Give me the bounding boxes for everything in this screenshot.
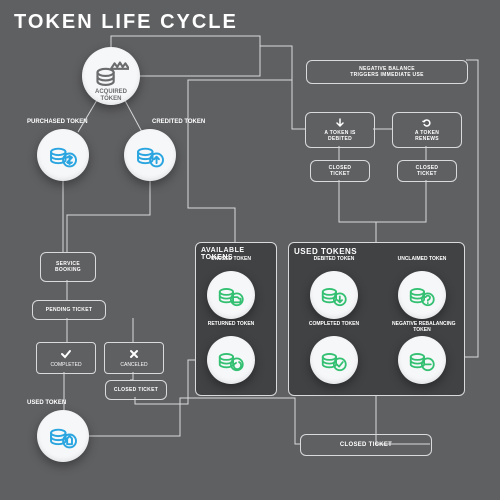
box-text-closed-ticket-4: CLOSED TICKET	[340, 442, 392, 448]
box-text-token-debited: A TOKEN IS DEBITED	[324, 130, 355, 142]
node-label-returned: RETURNED TOKEN	[201, 322, 261, 328]
node-completedT	[310, 336, 358, 384]
coins-thumb-icon	[47, 420, 79, 452]
node-returned	[207, 336, 255, 384]
coins-down-icon	[319, 280, 349, 310]
box-service-booking: SERVICE BOOKING	[40, 252, 96, 282]
node-label-acquired: ACQUIRED TOKEN	[86, 89, 136, 103]
node-label-used: USED TOKEN	[27, 400, 87, 407]
node-label-negreb: NEGATIVE REBALANCING TOKEN	[392, 322, 452, 334]
coins-up-icon	[134, 139, 166, 171]
box-token-renews: A TOKEN RENEWS	[392, 112, 462, 148]
node-label-debited: DEBITED TOKEN	[304, 257, 364, 263]
node-label-unclaimed: UNCLAIMED TOKEN	[392, 257, 452, 263]
cycle-icon	[422, 118, 432, 130]
box-closed-ticket-2: CLOSED TICKET	[397, 160, 457, 182]
box-neg-balance: NEGATIVE BALANCE TRIGGERS IMMEDIATE USE	[306, 60, 468, 84]
node-unclaimed	[398, 271, 446, 319]
check-icon	[60, 348, 72, 362]
box-pending-ticket: PENDING TICKET	[32, 300, 106, 320]
coins-folder-icon	[216, 280, 246, 310]
box-text-closed-ticket-3: CLOSED TICKET	[114, 387, 158, 393]
box-token-debited: A TOKEN IS DEBITED	[305, 112, 375, 148]
coins-dollar-icon	[47, 139, 79, 171]
box-closed-ticket-1: CLOSED TICKET	[310, 160, 370, 182]
node-purchased	[37, 129, 89, 181]
node-label-completedT: COMPLETED TOKEN	[304, 322, 364, 328]
node-label-unused: UNUSED TOKEN	[201, 257, 261, 263]
box-text-neg-balance: NEGATIVE BALANCE TRIGGERS IMMEDIATE USE	[350, 66, 423, 78]
box-text-pending-ticket: PENDING TICKET	[46, 307, 92, 313]
mini-completed: COMPLETED	[36, 342, 96, 374]
coins-minus-icon	[407, 345, 437, 375]
box-text-closed-ticket-1: CLOSED TICKET	[329, 165, 352, 177]
x-icon	[128, 348, 140, 362]
node-label-purchased: PURCHASED TOKEN	[27, 119, 87, 126]
node-credited	[124, 129, 176, 181]
diagram-canvas: TOKEN LIFE CYCLEAVAILABLE TOKENSUSED TOK…	[0, 0, 500, 500]
box-closed-ticket-4: CLOSED TICKET	[300, 434, 432, 456]
coins-back-icon	[216, 345, 246, 375]
box-text-token-renews: A TOKEN RENEWS	[415, 130, 439, 142]
mini-text-completed: COMPLETED	[50, 362, 81, 368]
panel-title-usedpanel: USED TOKENS	[294, 247, 357, 256]
node-unused	[207, 271, 255, 319]
box-text-closed-ticket-2: CLOSED TICKET	[416, 165, 439, 177]
arrow-down-icon	[335, 118, 345, 130]
node-negreb	[398, 336, 446, 384]
box-closed-ticket-3: CLOSED TICKET	[105, 380, 167, 400]
mini-text-canceled: CANCELED	[120, 362, 147, 368]
mini-canceled: CANCELED	[104, 342, 164, 374]
node-debited	[310, 271, 358, 319]
box-text-service-booking: SERVICE BOOKING	[55, 261, 81, 273]
coins-check-icon	[319, 345, 349, 375]
node-used	[37, 410, 89, 462]
node-label-credited: CREDITED TOKEN	[152, 119, 232, 126]
coins-question-icon	[407, 280, 437, 310]
